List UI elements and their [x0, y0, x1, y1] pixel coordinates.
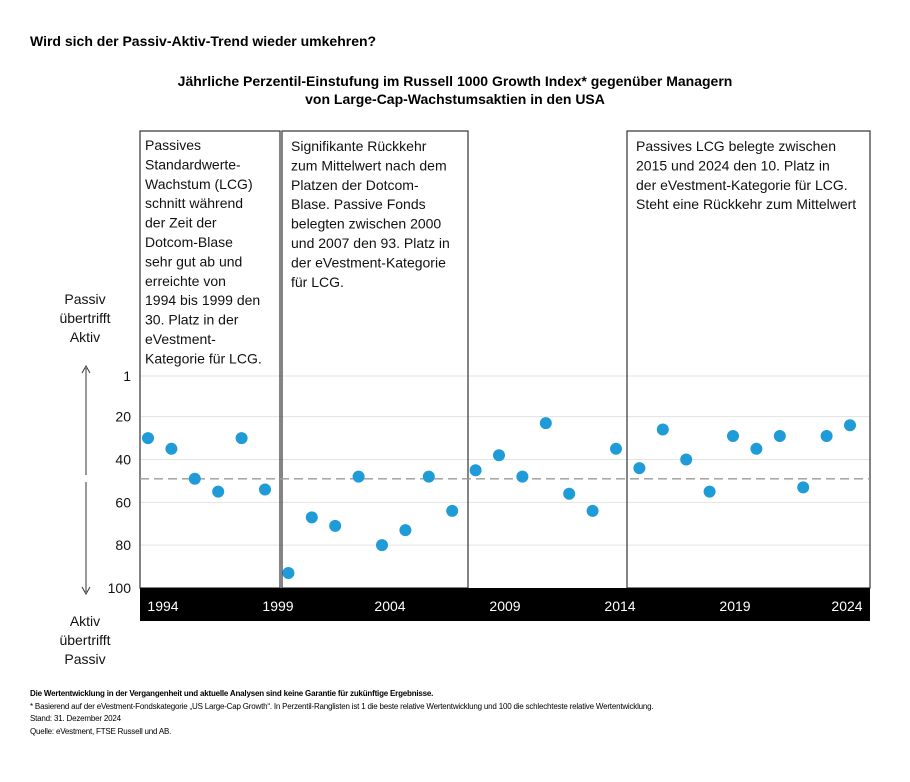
- y-bottom-label-line: Passiv: [64, 651, 106, 667]
- annotation-text: der eVestment-Kategorie: [291, 254, 446, 270]
- annotation-text: der eVestment-Kategorie für LCG.: [636, 177, 848, 193]
- disclaimer: Die Wertentwicklung in der Vergangenheit…: [30, 689, 434, 698]
- data-point: [399, 524, 412, 537]
- data-point: [516, 470, 529, 483]
- data-point: [235, 432, 248, 445]
- annotation-text: Standardwerte-: [145, 156, 241, 172]
- date-note: Stand: 31. Dezember 2024: [30, 714, 121, 723]
- annotation-text: für LCG.: [291, 274, 344, 290]
- x-axis-band: [140, 588, 870, 621]
- data-point: [352, 470, 365, 483]
- annotation-text: Wachstum (LCG): [145, 176, 253, 192]
- annotation-text: und 2007 den 93. Platz in: [291, 235, 450, 251]
- data-point: [142, 432, 154, 445]
- data-point: [282, 567, 295, 580]
- chart-title-line: Jährliche Perzentil-Einstufung im Russel…: [177, 73, 733, 89]
- data-point: [188, 472, 201, 485]
- chart-title-line: von Large-Cap-Wachstumsaktien in den USA: [305, 91, 605, 107]
- chart-title: Jährliche Perzentil-Einstufung im Russel…: [100, 72, 810, 108]
- annotation-text: belegten zwischen 2000: [291, 216, 441, 232]
- annotation-text: Passives: [145, 137, 201, 153]
- annotation-text: erreichte von: [145, 273, 226, 289]
- y-tick-label: 20: [115, 409, 131, 425]
- annotation-text: Passives LCG belegte zwischen: [636, 138, 836, 154]
- data-point: [656, 423, 669, 436]
- y-tick-label: 60: [115, 494, 131, 510]
- data-point: [563, 487, 576, 500]
- annotation-text: 2015 und 2024 den 10. Platz in: [636, 157, 830, 173]
- annotation-text: der Zeit der: [145, 215, 217, 231]
- annotation-text: Signifikante Rückkehr: [291, 138, 427, 154]
- data-point: [727, 429, 739, 442]
- data-point: [165, 442, 178, 455]
- annotation-text: eVestment-: [145, 331, 216, 347]
- y-tick-label: 40: [115, 452, 131, 468]
- annotation-text: Steht eine Rückkehr zum Mittelwert: [636, 196, 856, 212]
- footnote: * Basierend auf der eVestment-Fondskateg…: [30, 702, 654, 711]
- y-bottom-label: Aktiv übertrifft Passiv: [50, 612, 120, 669]
- data-point: [422, 470, 435, 483]
- data-point: [610, 442, 622, 455]
- annotation-text: sehr gut ab und: [145, 253, 242, 269]
- x-tick-label: 2019: [719, 598, 750, 614]
- x-tick-label: 2014: [604, 598, 635, 614]
- data-point: [586, 504, 599, 517]
- data-point: [680, 453, 693, 466]
- annotation-text: 30. Platz in der: [145, 312, 239, 328]
- annotation-text: Platzen der Dotcom-: [291, 177, 419, 193]
- annotation-text: zum Mittelwert nach dem: [291, 157, 447, 173]
- data-point: [305, 511, 318, 524]
- annotation-text: 1994 bis 1999 den: [145, 292, 260, 308]
- y-tick-label: 100: [108, 580, 132, 596]
- annotation-text: Dotcom-Blase: [145, 234, 233, 250]
- arrow-up-icon: [81, 364, 91, 374]
- data-point: [773, 429, 786, 442]
- x-tick-label: 1994: [147, 598, 178, 614]
- data-point: [259, 483, 271, 496]
- data-point: [376, 539, 388, 552]
- page-title: Wird sich der Passiv-Aktiv-Trend wieder …: [30, 33, 377, 49]
- data-point: [797, 481, 810, 494]
- source-note: Quelle: eVestment, FTSE Russell und AB.: [30, 727, 172, 736]
- annotation-text: schnitt während: [145, 195, 243, 211]
- y-tick-label: 80: [115, 537, 131, 553]
- y-tick-label: 1: [123, 368, 131, 384]
- data-point: [633, 462, 646, 475]
- data-point: [820, 429, 833, 442]
- y-top-label: Passiv übertrifft Aktiv: [50, 290, 120, 347]
- y-bottom-label-line: Aktiv: [69, 613, 101, 629]
- x-tick-label: 2024: [831, 598, 862, 614]
- x-tick-label: 2004: [374, 598, 405, 614]
- y-top-label-line: Aktiv: [69, 329, 101, 345]
- data-point: [469, 464, 482, 477]
- data-point: [329, 519, 342, 532]
- x-tick-label: 1999: [262, 598, 293, 614]
- data-point: [539, 417, 552, 430]
- arrow-down-icon: [81, 586, 91, 596]
- data-point: [493, 449, 505, 462]
- annotation-text: Blase. Passive Fonds: [291, 196, 426, 212]
- data-point: [844, 419, 856, 432]
- x-tick-label: 2009: [489, 598, 520, 614]
- annotation-text: Kategorie für LCG.: [145, 350, 262, 366]
- data-point: [446, 504, 459, 517]
- data-point: [703, 485, 716, 498]
- data-point: [212, 485, 225, 498]
- y-bottom-label-line: übertrifft: [59, 632, 111, 648]
- y-top-label-line: übertrifft: [59, 310, 111, 326]
- data-point: [750, 442, 763, 455]
- y-top-label-line: Passiv: [64, 291, 106, 307]
